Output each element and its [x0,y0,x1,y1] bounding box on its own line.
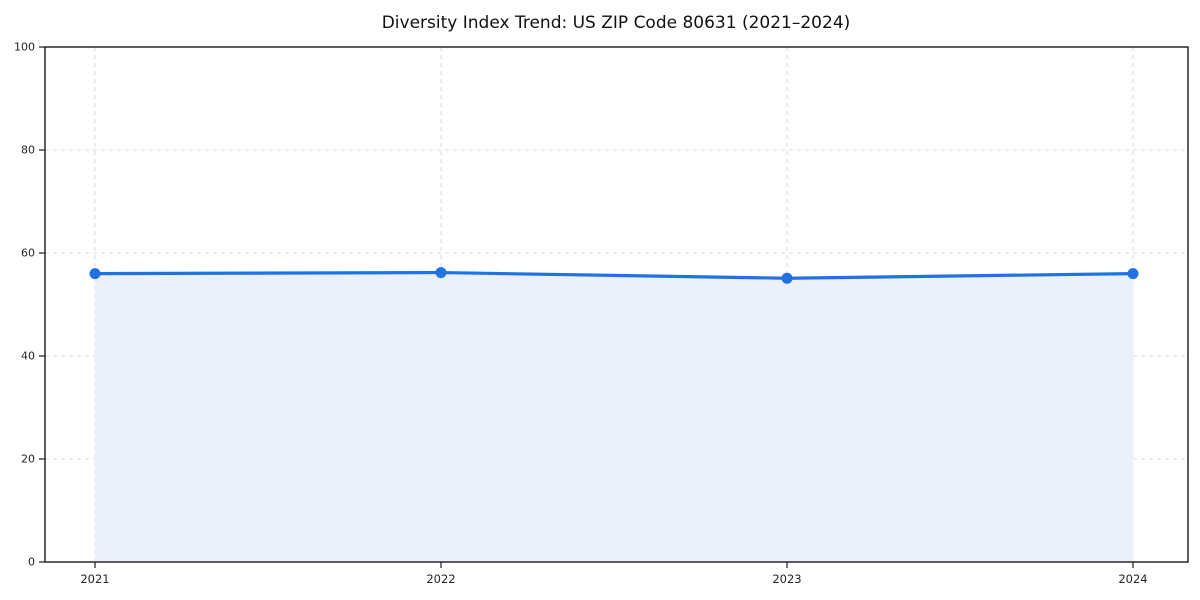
y-tick-label-20: 20 [21,453,35,466]
x-tick-label-2024: 2024 [1118,572,1147,586]
y-tick-label-80: 80 [21,144,35,157]
data-point-2024 [1127,268,1139,280]
data-point-2023 [781,272,793,284]
y-tick-label-40: 40 [21,350,35,363]
x-tick-label-2021: 2021 [80,572,109,586]
plot-border [44,46,1189,563]
y-tick-label-0: 0 [28,556,35,569]
x-tick-label-2023: 2023 [772,572,801,586]
area-fill [95,272,1133,562]
data-point-2021 [89,268,101,280]
y-tick-label-60: 60 [21,247,35,260]
x-tick-label-2022: 2022 [426,572,455,586]
trend-line [93,270,1135,280]
chart-title: Diversity Index Trend: US ZIP Code 80631… [382,13,851,33]
data-point-2022 [435,267,447,279]
y-tick-label-100: 100 [14,41,35,54]
